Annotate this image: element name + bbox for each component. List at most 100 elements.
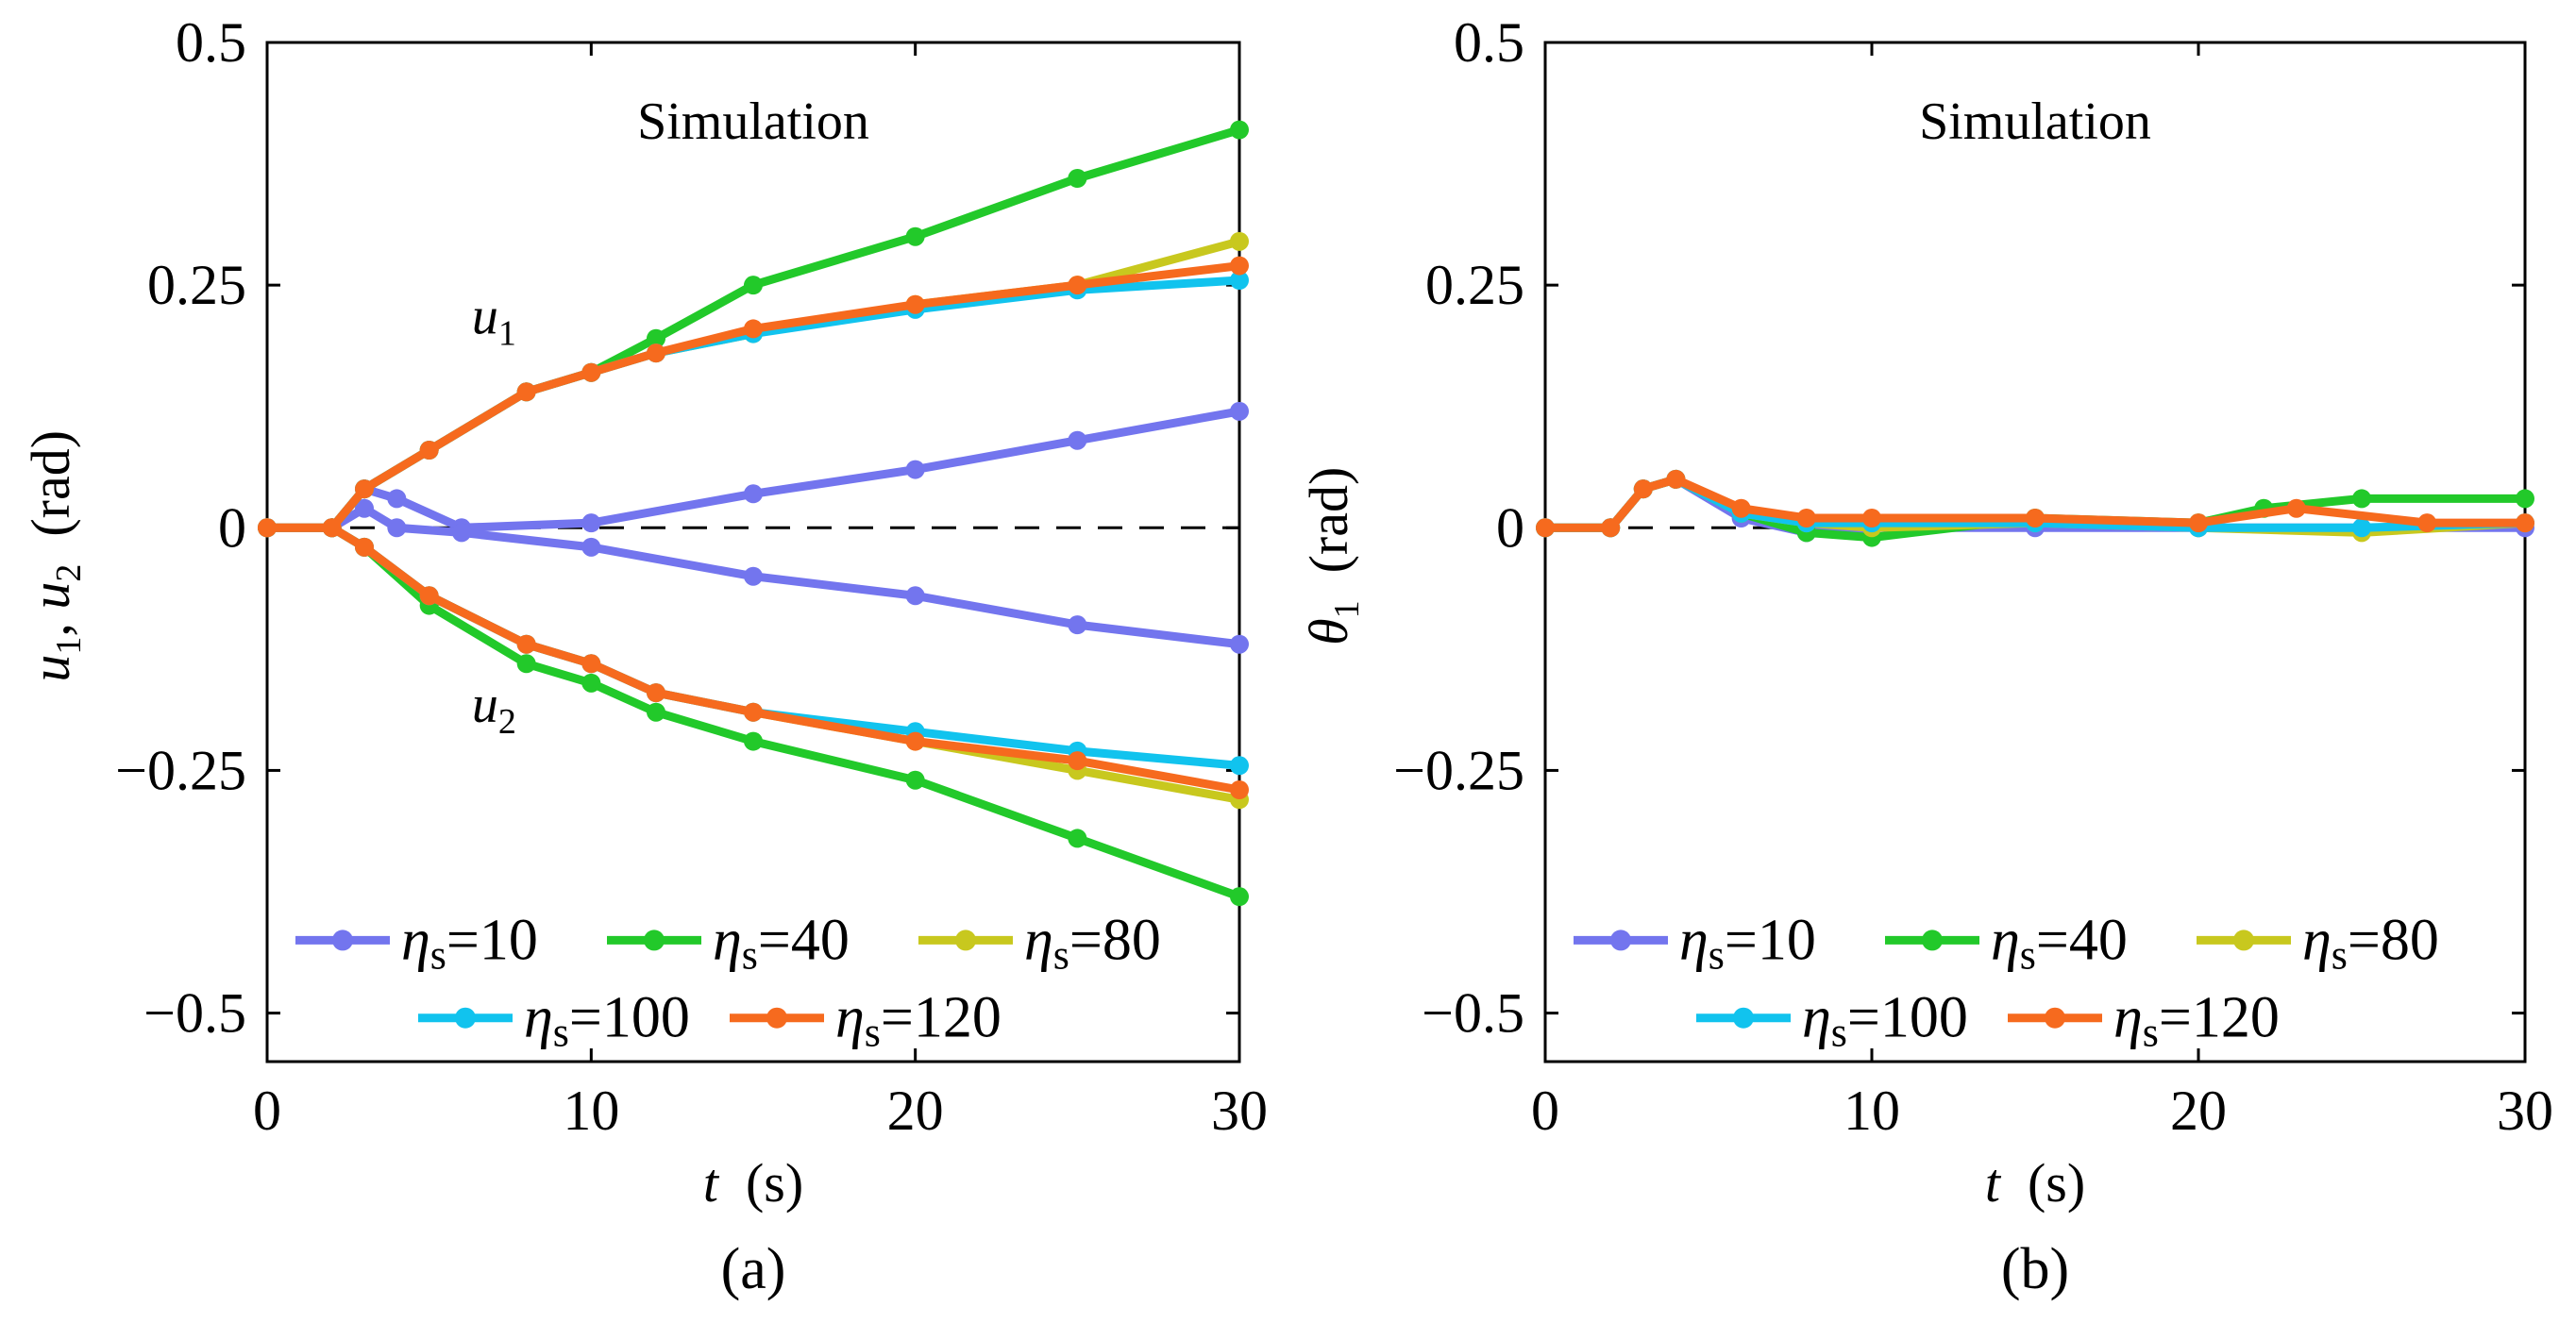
- legend-label: ηs=120: [835, 986, 1002, 1056]
- data-point: [744, 566, 763, 586]
- legend-label: ηs=80: [2302, 908, 2439, 978]
- data-point: [581, 673, 601, 693]
- x-tick-label: 10: [563, 1080, 619, 1142]
- data-point: [1230, 120, 1249, 140]
- data-point: [1230, 401, 1249, 421]
- legend: ηs=10 ηs=40 ηs=80 ηs=100 ηs=120: [1574, 908, 2439, 1056]
- data-point: [516, 654, 536, 674]
- data-point: [744, 731, 763, 751]
- data-point: [516, 382, 536, 402]
- legend-entry: ηs=80: [918, 908, 1161, 978]
- series-3: [258, 271, 1249, 776]
- x-tick-label: 30: [2497, 1080, 2553, 1142]
- data-point: [2026, 509, 2045, 528]
- x-tick-label: 0: [253, 1080, 281, 1142]
- data-point: [1068, 615, 1087, 635]
- data-point: [581, 513, 601, 533]
- y-axis-label: u1, u2 (rad): [20, 430, 89, 682]
- legend-entry: ηs=120: [2008, 986, 2280, 1056]
- legend-entry: ηs=10: [295, 908, 538, 978]
- x-tick-label: 10: [1844, 1080, 1900, 1142]
- legend-label: ηs=10: [1679, 908, 1816, 978]
- data-point: [1230, 256, 1249, 276]
- legend-label: ηs=120: [2113, 986, 2280, 1056]
- y-tick-label: 0: [218, 496, 246, 559]
- data-point: [1230, 887, 1249, 907]
- series-1: [258, 120, 1249, 907]
- data-point: [452, 523, 471, 543]
- y-tick-label: 0: [1496, 496, 1524, 559]
- data-point: [1862, 509, 1881, 528]
- data-point: [322, 518, 342, 538]
- data-point: [581, 654, 601, 674]
- data-point: [1230, 271, 1249, 290]
- data-point: [1633, 479, 1653, 499]
- plot-frame: [265, 41, 1241, 1063]
- legend-entry: ηs=40: [607, 908, 850, 978]
- curve-annotation: u1: [472, 288, 516, 354]
- data-point: [2417, 513, 2437, 533]
- panel-a: 0 10 20 30 0.5 0.25 0 −0.25 −0.5 Simulation u1 u2 t …: [20, 11, 1268, 1301]
- legend-entry: ηs=100: [418, 986, 690, 1056]
- plot-title: Simulation: [637, 92, 869, 151]
- data-point: [1068, 751, 1087, 771]
- x-tick-label: 20: [887, 1080, 944, 1142]
- y-tick-label: −0.25: [1393, 739, 1524, 801]
- legend-marker: [644, 929, 665, 951]
- data-point: [744, 484, 763, 504]
- x-axis-label: t (s): [703, 1152, 803, 1214]
- legend-marker: [2045, 1007, 2065, 1029]
- legend-marker: [332, 929, 353, 951]
- data-point: [2286, 498, 2306, 518]
- legend-entry: ηs=120: [730, 986, 1002, 1056]
- data-point: [1068, 276, 1087, 295]
- data-point: [2516, 489, 2534, 509]
- data-point: [1230, 756, 1249, 776]
- data-point: [647, 343, 665, 363]
- legend-marker: [1610, 929, 1631, 951]
- data-point: [2516, 513, 2534, 533]
- data-point: [258, 518, 277, 538]
- y-tick-label: 0.5: [1454, 11, 1524, 74]
- legend-label: ηs=40: [713, 908, 850, 978]
- data-point: [1230, 634, 1249, 654]
- legend-marker: [1733, 1007, 1754, 1029]
- legend-entry: ηs=40: [1885, 908, 2128, 978]
- curve-annotation: u2: [472, 676, 516, 742]
- data-point: [744, 319, 763, 339]
- data-point: [744, 276, 763, 295]
- data-point: [1068, 829, 1087, 848]
- y-tick-label: −0.5: [143, 982, 246, 1045]
- legend: ηs=10 ηs=40 ηs=80 ηs=100 ηs=120: [295, 908, 1161, 1056]
- data-point: [647, 328, 665, 348]
- plot-title: Simulation: [1919, 92, 2151, 151]
- data-point: [516, 634, 536, 654]
- y-tick-label: 0.25: [1425, 254, 1524, 316]
- data-point: [744, 702, 763, 722]
- series-line: [262, 523, 1244, 770]
- data-point: [905, 731, 925, 751]
- data-point: [419, 441, 439, 460]
- legend-marker: [955, 929, 976, 951]
- y-tick-label: 0.5: [176, 11, 246, 74]
- y-tick-label: −0.5: [1422, 982, 1524, 1045]
- data-point: [355, 537, 374, 557]
- panel-label: (b): [2001, 1237, 2069, 1301]
- data-point: [905, 586, 925, 606]
- data-point: [387, 518, 407, 538]
- data-point: [647, 683, 665, 703]
- legend-entry: ηs=100: [1696, 986, 1968, 1056]
- data-point: [647, 702, 665, 722]
- data-point: [1230, 231, 1249, 251]
- legend-marker: [1922, 929, 1943, 951]
- legend-label: ηs=100: [524, 986, 690, 1056]
- series-line: [262, 407, 1244, 532]
- legend-label: ηs=80: [1024, 908, 1161, 978]
- data-point: [581, 362, 601, 382]
- data-point: [2189, 513, 2208, 533]
- legend-marker: [2233, 929, 2254, 951]
- data-point: [1068, 169, 1087, 188]
- x-axis-label: t (s): [1985, 1152, 2085, 1214]
- data-point: [355, 498, 374, 518]
